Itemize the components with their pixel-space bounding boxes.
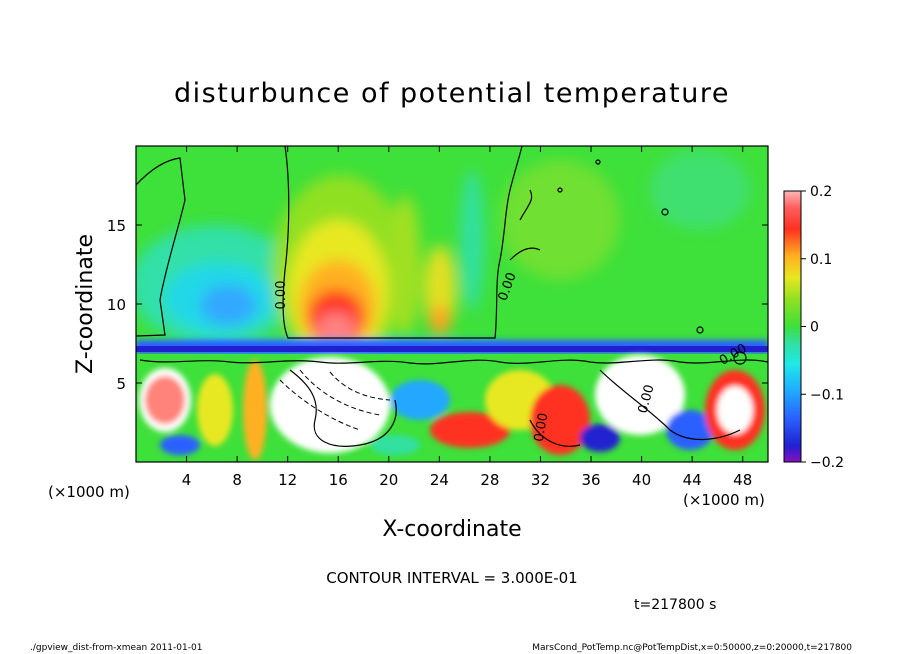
time-text: t=217800 s <box>634 597 716 613</box>
x-tick-label: 32 <box>531 471 550 489</box>
warm-streak-2b <box>430 305 450 335</box>
yellowish-right <box>500 160 620 280</box>
y-tick-label: 15 <box>107 217 126 235</box>
negative-contour-2 <box>299 369 381 416</box>
colorbar <box>783 190 802 463</box>
x-unit-label-right: (×1000 m) <box>683 491 765 509</box>
contour-label: 0.00 <box>274 281 289 310</box>
lower-contour-3 <box>599 369 741 441</box>
cool-streak <box>460 170 484 310</box>
eddy-15 <box>370 435 420 455</box>
x-tick-label: 20 <box>379 471 398 489</box>
eddy-2 <box>197 374 233 446</box>
x-axis: 4 8 12 16 20 24 28 32 36 40 44 48 <box>182 146 752 489</box>
y-axis: 5 10 15 <box>107 217 768 393</box>
small-contour-3 <box>557 187 563 193</box>
small-contour-1 <box>733 351 747 365</box>
y-tick-label: 5 <box>116 375 126 393</box>
x-tick-label: 24 <box>430 471 449 489</box>
contour-label: 0.00 <box>532 412 552 443</box>
small-contour-4 <box>661 208 669 216</box>
lower-contours <box>139 359 768 365</box>
zero-contour-plume <box>282 146 523 339</box>
footer-right: MarsCond_PotTemp.nc@PotTempDist,x=0:5000… <box>532 643 852 653</box>
warm-plume-core <box>316 312 356 344</box>
eddy-14 <box>160 435 200 455</box>
eddy-10 <box>595 355 685 435</box>
colorbar-tick-label: 0 <box>810 320 819 336</box>
eddy-5 <box>390 380 450 420</box>
contour-label: 0.00 <box>636 383 658 415</box>
x-tick-label: 48 <box>733 471 752 489</box>
inversion-band-core <box>136 346 768 352</box>
lower-contour-4 <box>529 419 581 447</box>
contour-interval-text: CONTOUR INTERVAL = 3.000E-01 <box>326 569 577 587</box>
lower-contour-2 <box>289 369 397 447</box>
x-axis-label: X-coordinate <box>382 517 521 542</box>
contour-lines <box>136 146 768 447</box>
y-axis-label: Z-coordinate <box>73 234 98 374</box>
x-tick-label: 12 <box>278 471 297 489</box>
x-unit-label-left: (×1000 m) <box>48 483 130 501</box>
y-tick-label: 10 <box>107 296 126 314</box>
negative-contours <box>279 369 391 431</box>
x-tick-label: 40 <box>632 471 651 489</box>
x-tick-label: 4 <box>182 471 192 489</box>
x-tick-label: 28 <box>480 471 499 489</box>
colorbar-tick-label: −0.1 <box>810 387 844 403</box>
colorbar-tick-label: 0.2 <box>810 184 832 200</box>
cool-upper-right <box>650 150 750 230</box>
negative-contour-3 <box>329 371 391 401</box>
cool-region-deep <box>200 285 256 325</box>
colorbar-ticks: 0.2 0.1 0 −0.1 −0.2 <box>801 184 844 471</box>
x-tick-label: 8 <box>232 471 242 489</box>
field-heatmap: 0.00 0.00 0.00 0.00 0.00 <box>136 146 768 462</box>
x-tick-label: 36 <box>581 471 600 489</box>
eddy-13 <box>717 386 753 434</box>
negative-contour-1 <box>279 379 361 431</box>
eddy-9 <box>580 424 620 452</box>
small-contour-2 <box>696 326 704 334</box>
eddy-4 <box>270 357 390 453</box>
colorbar-tick-label: 0.1 <box>810 252 832 268</box>
footer-left: ./gpview_dist-from-xmean 2011-01-01 <box>30 643 202 653</box>
zero-contour-right <box>509 189 541 261</box>
warm-streak-1 <box>389 195 421 335</box>
eddy-6 <box>430 412 510 448</box>
x-tick-label: 44 <box>683 471 702 489</box>
small-contour-5 <box>595 159 601 165</box>
eddy-1-ring <box>145 376 185 424</box>
eddy-3 <box>243 360 267 460</box>
zero-contour-upper-left <box>136 157 186 337</box>
colorbar-tick-label: −0.2 <box>810 455 844 471</box>
chart-title: disturbunce of potential temperature <box>174 78 730 109</box>
x-tick-label: 16 <box>329 471 348 489</box>
